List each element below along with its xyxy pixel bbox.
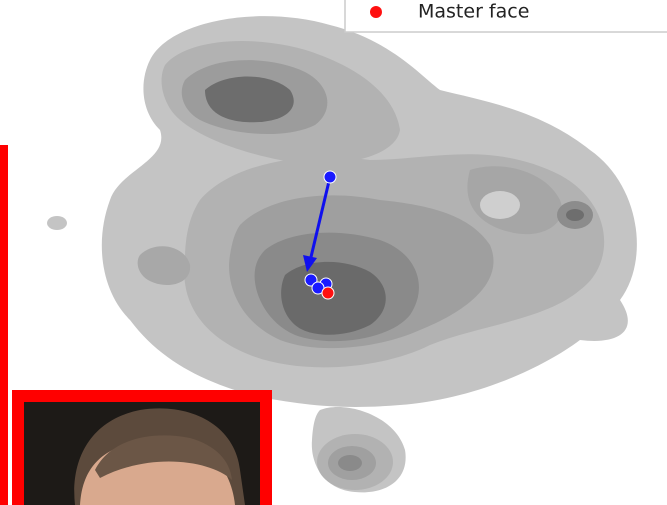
face-thumbnail <box>12 390 272 505</box>
arrow-head <box>303 255 317 272</box>
legend-label: Master face <box>418 1 529 23</box>
red-frame-edge <box>0 145 8 505</box>
master-face-point <box>321 286 335 300</box>
density-contours <box>47 16 637 493</box>
legend-marker <box>370 6 382 18</box>
point <box>323 170 337 184</box>
arrow-shaft <box>309 176 332 258</box>
trajectory <box>303 170 337 300</box>
legend: Master face <box>344 0 667 33</box>
legend-box <box>344 0 667 33</box>
